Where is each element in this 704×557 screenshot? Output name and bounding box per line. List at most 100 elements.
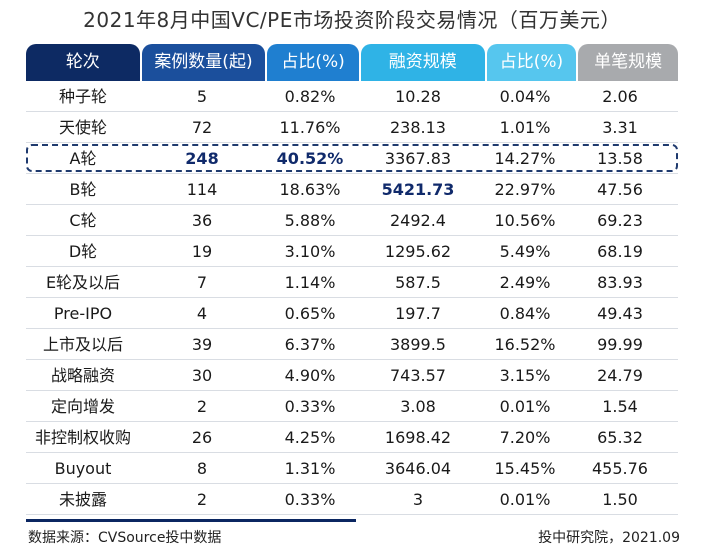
table-cell: 15.45% xyxy=(494,459,556,478)
table-cell: 14.27% xyxy=(494,149,556,168)
footer-divider xyxy=(26,519,356,522)
table-cell: 18.63% xyxy=(279,180,341,199)
table-cell: 68.19 xyxy=(597,242,643,261)
table-cell: 3.08 xyxy=(400,397,436,416)
table-cell: 1.31% xyxy=(284,459,336,478)
row-label: 未披露 xyxy=(58,490,107,509)
row-label: C轮 xyxy=(69,211,97,230)
table-cell: 6.37% xyxy=(284,335,336,354)
table-cell: 49.43 xyxy=(597,304,643,323)
table-cell: 3367.83 xyxy=(384,149,452,168)
column-header: 融资规模 xyxy=(360,44,485,81)
table-cell: 0.33% xyxy=(284,397,336,416)
table-cell: 5421.73 xyxy=(381,180,455,199)
table-cell: 114 xyxy=(186,180,218,199)
row-label: Buyout xyxy=(54,459,112,478)
table-cell: 3 xyxy=(412,490,424,509)
table-cell: 47.56 xyxy=(597,180,643,199)
table-cell: 2 xyxy=(196,490,208,509)
table-cell: 4.90% xyxy=(284,366,336,385)
table-cell: 0.84% xyxy=(499,304,551,323)
table-cell: 1698.42 xyxy=(384,428,452,447)
column-header: 案例数量(起) xyxy=(141,44,266,81)
table-row: 非控制权收购 26 4.25% 1698.42 7.20% 65.32 xyxy=(26,422,678,453)
table-row: A轮 248 40.52% 3367.83 14.27% 13.58 xyxy=(26,143,678,174)
table-cell: 1.54 xyxy=(602,397,638,416)
table-cell: 65.32 xyxy=(597,428,643,447)
table-cell: 3646.04 xyxy=(384,459,452,478)
table-cell: 1295.62 xyxy=(384,242,452,261)
table-cell: 5 xyxy=(196,87,208,106)
publisher-credit: 投中研究院，2021.09 xyxy=(538,530,680,546)
table-cell: 1.01% xyxy=(499,118,551,137)
table-cell: 0.04% xyxy=(499,87,551,106)
table-cell: 4.25% xyxy=(284,428,336,447)
table-cell: 2.06 xyxy=(602,87,638,106)
table-cell: 3.31 xyxy=(602,118,638,137)
table-cell: 22.97% xyxy=(494,180,556,199)
source-note: 数据来源：CVSource投中数据 xyxy=(28,530,222,546)
row-label: 定向增发 xyxy=(50,397,115,416)
row-label: A轮 xyxy=(69,149,97,168)
table-cell: 455.76 xyxy=(592,459,648,478)
table-cell: 5.49% xyxy=(499,242,551,261)
table-row: 天使轮 72 11.76% 238.13 1.01% 3.31 xyxy=(26,112,678,143)
table-row: 上市及以后 39 6.37% 3899.5 16.52% 99.99 xyxy=(26,329,678,360)
table-cell: 83.93 xyxy=(597,273,643,292)
table-cell: 238.13 xyxy=(390,118,446,137)
table-row: 战略融资 30 4.90% 743.57 3.15% 24.79 xyxy=(26,360,678,391)
table-cell: 26 xyxy=(191,428,213,447)
table-cell: 24.79 xyxy=(597,366,643,385)
table-row: Buyout 8 1.31% 3646.04 15.45% 455.76 xyxy=(26,453,678,484)
table-cell: 40.52% xyxy=(276,149,344,168)
column-header: 占比(%) xyxy=(267,44,359,81)
table-cell: 13.58 xyxy=(597,149,643,168)
column-header: 占比(%) xyxy=(486,44,577,81)
table-row: E轮及以后 7 1.14% 587.5 2.49% 83.93 xyxy=(26,267,678,298)
table-cell: 7 xyxy=(196,273,208,292)
table-row: 定向增发 2 0.33% 3.08 0.01% 1.54 xyxy=(26,391,678,422)
table-cell: 11.76% xyxy=(279,118,341,137)
table-row: B轮 114 18.63% 5421.73 22.97% 47.56 xyxy=(26,174,678,205)
table-cell: 0.01% xyxy=(499,490,551,509)
table-cell: 197.7 xyxy=(395,304,441,323)
table-cell: 36 xyxy=(191,211,213,230)
table-cell: 69.23 xyxy=(597,211,643,230)
table-row: C轮 36 5.88% 2492.4 10.56% 69.23 xyxy=(26,205,678,236)
table-cell: 2492.4 xyxy=(390,211,446,230)
table-cell: 743.57 xyxy=(390,366,446,385)
row-label: D轮 xyxy=(68,242,98,261)
table-row: Pre-IPO 4 0.65% 197.7 0.84% 49.43 xyxy=(26,298,678,329)
table-cell: 5.88% xyxy=(284,211,336,230)
table-cell: 3.15% xyxy=(499,366,551,385)
row-label: 非控制权收购 xyxy=(34,428,131,447)
table-cell: 587.5 xyxy=(395,273,441,292)
row-label: 种子轮 xyxy=(58,87,107,106)
table-cell: 0.33% xyxy=(284,490,336,509)
table-cell: 4 xyxy=(196,304,208,323)
table-cell: 2 xyxy=(196,397,208,416)
row-label: E轮及以后 xyxy=(45,273,121,292)
row-label: 天使轮 xyxy=(58,118,107,137)
table-cell: 99.99 xyxy=(597,335,643,354)
row-label: Pre-IPO xyxy=(53,304,113,323)
table-cell: 10.56% xyxy=(494,211,556,230)
table-cell: 72 xyxy=(191,118,213,137)
table-cell: 248 xyxy=(185,149,219,168)
column-header: 轮次 xyxy=(26,44,140,81)
table-cell: 2.49% xyxy=(499,273,551,292)
table-cell: 1.50 xyxy=(602,490,638,509)
table-body: 种子轮 5 0.82% 10.28 0.04% 2.06 天使轮 72 11.76% 238.13… xyxy=(26,81,678,515)
table-row: 种子轮 5 0.82% 10.28 0.04% 2.06 xyxy=(26,81,678,112)
table-cell: 39 xyxy=(191,335,213,354)
table-cell: 0.65% xyxy=(284,304,336,323)
row-label: 战略融资 xyxy=(50,366,115,385)
row-label: B轮 xyxy=(69,180,97,199)
row-label: 上市及以后 xyxy=(42,335,123,354)
table-cell: 3899.5 xyxy=(390,335,446,354)
table-row: 未披露 2 0.33% 3 0.01% 1.50 xyxy=(26,484,678,515)
data-table: 轮次 案例数量(起) 占比(%) 融资规模 占比(%) 单笔规模 种子轮 5 0.82% 10.… xyxy=(26,44,678,515)
table-cell: 8 xyxy=(196,459,208,478)
table-header: 轮次 案例数量(起) 占比(%) 融资规模 占比(%) 单笔规模 xyxy=(26,44,678,81)
table-cell: 1.14% xyxy=(284,273,336,292)
